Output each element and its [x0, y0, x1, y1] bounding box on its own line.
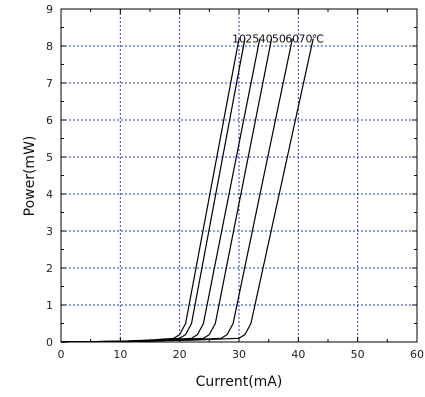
- y-tick-label: 2: [46, 262, 53, 275]
- y-axis-title: Power(mW): [22, 136, 38, 217]
- y-tick-label: 9: [46, 3, 53, 16]
- series-label-2: 40: [259, 33, 273, 46]
- y-tick-label: 3: [46, 225, 53, 238]
- y-tick-label: 5: [46, 151, 53, 164]
- series-line-70: [60, 38, 314, 343]
- x-axis-title: Current(mA): [196, 374, 283, 390]
- y-tick-label: 8: [46, 40, 53, 53]
- series-label-4: 60: [285, 33, 299, 46]
- series-line-60: [60, 38, 293, 343]
- x-tick-label: 40: [291, 348, 305, 361]
- series-label-5: 70: [299, 33, 313, 46]
- series-lines: [60, 38, 314, 343]
- series-line-50: [60, 38, 273, 343]
- y-tick-label: 7: [46, 77, 53, 90]
- x-tick-label: 10: [113, 348, 127, 361]
- y-tick-label: 6: [46, 114, 53, 127]
- x-tick-label: 50: [351, 348, 365, 361]
- x-tick-label: 20: [173, 348, 187, 361]
- x-tick-label: 60: [410, 348, 424, 361]
- series-label-0: 10: [232, 33, 246, 46]
- y-ticks: 0 1 2 3 4 5 6 7 8 9: [46, 3, 417, 349]
- x-tick-label: 30: [232, 348, 246, 361]
- x-tick-label: 0: [58, 348, 65, 361]
- series-label-6: ℃: [312, 33, 324, 46]
- series-label-3: 50: [272, 33, 286, 46]
- series-line-10: [60, 38, 240, 343]
- y-tick-label: 4: [46, 188, 53, 201]
- y-tick-label: 0: [46, 336, 53, 349]
- grid: [61, 9, 417, 342]
- series-label-1: 25: [245, 33, 259, 46]
- series-labels: 10 25 40 50 60 70 ℃: [232, 33, 324, 46]
- y-tick-label: 1: [46, 299, 53, 312]
- series-line-25: [60, 38, 246, 343]
